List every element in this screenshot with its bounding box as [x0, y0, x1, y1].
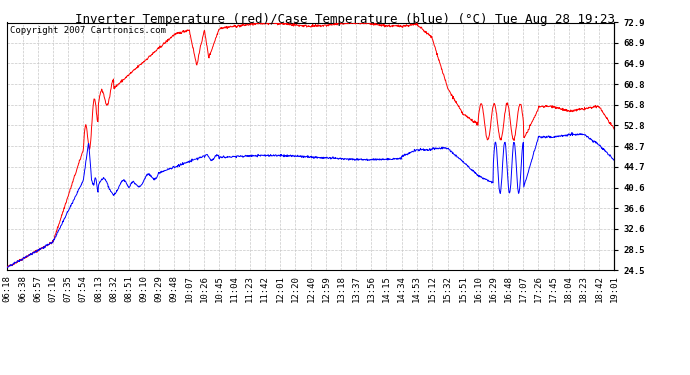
Text: Copyright 2007 Cartronics.com: Copyright 2007 Cartronics.com	[10, 26, 166, 35]
Text: Inverter Temperature (red)/Case Temperature (blue) (°C) Tue Aug 28 19:23: Inverter Temperature (red)/Case Temperat…	[75, 13, 615, 26]
